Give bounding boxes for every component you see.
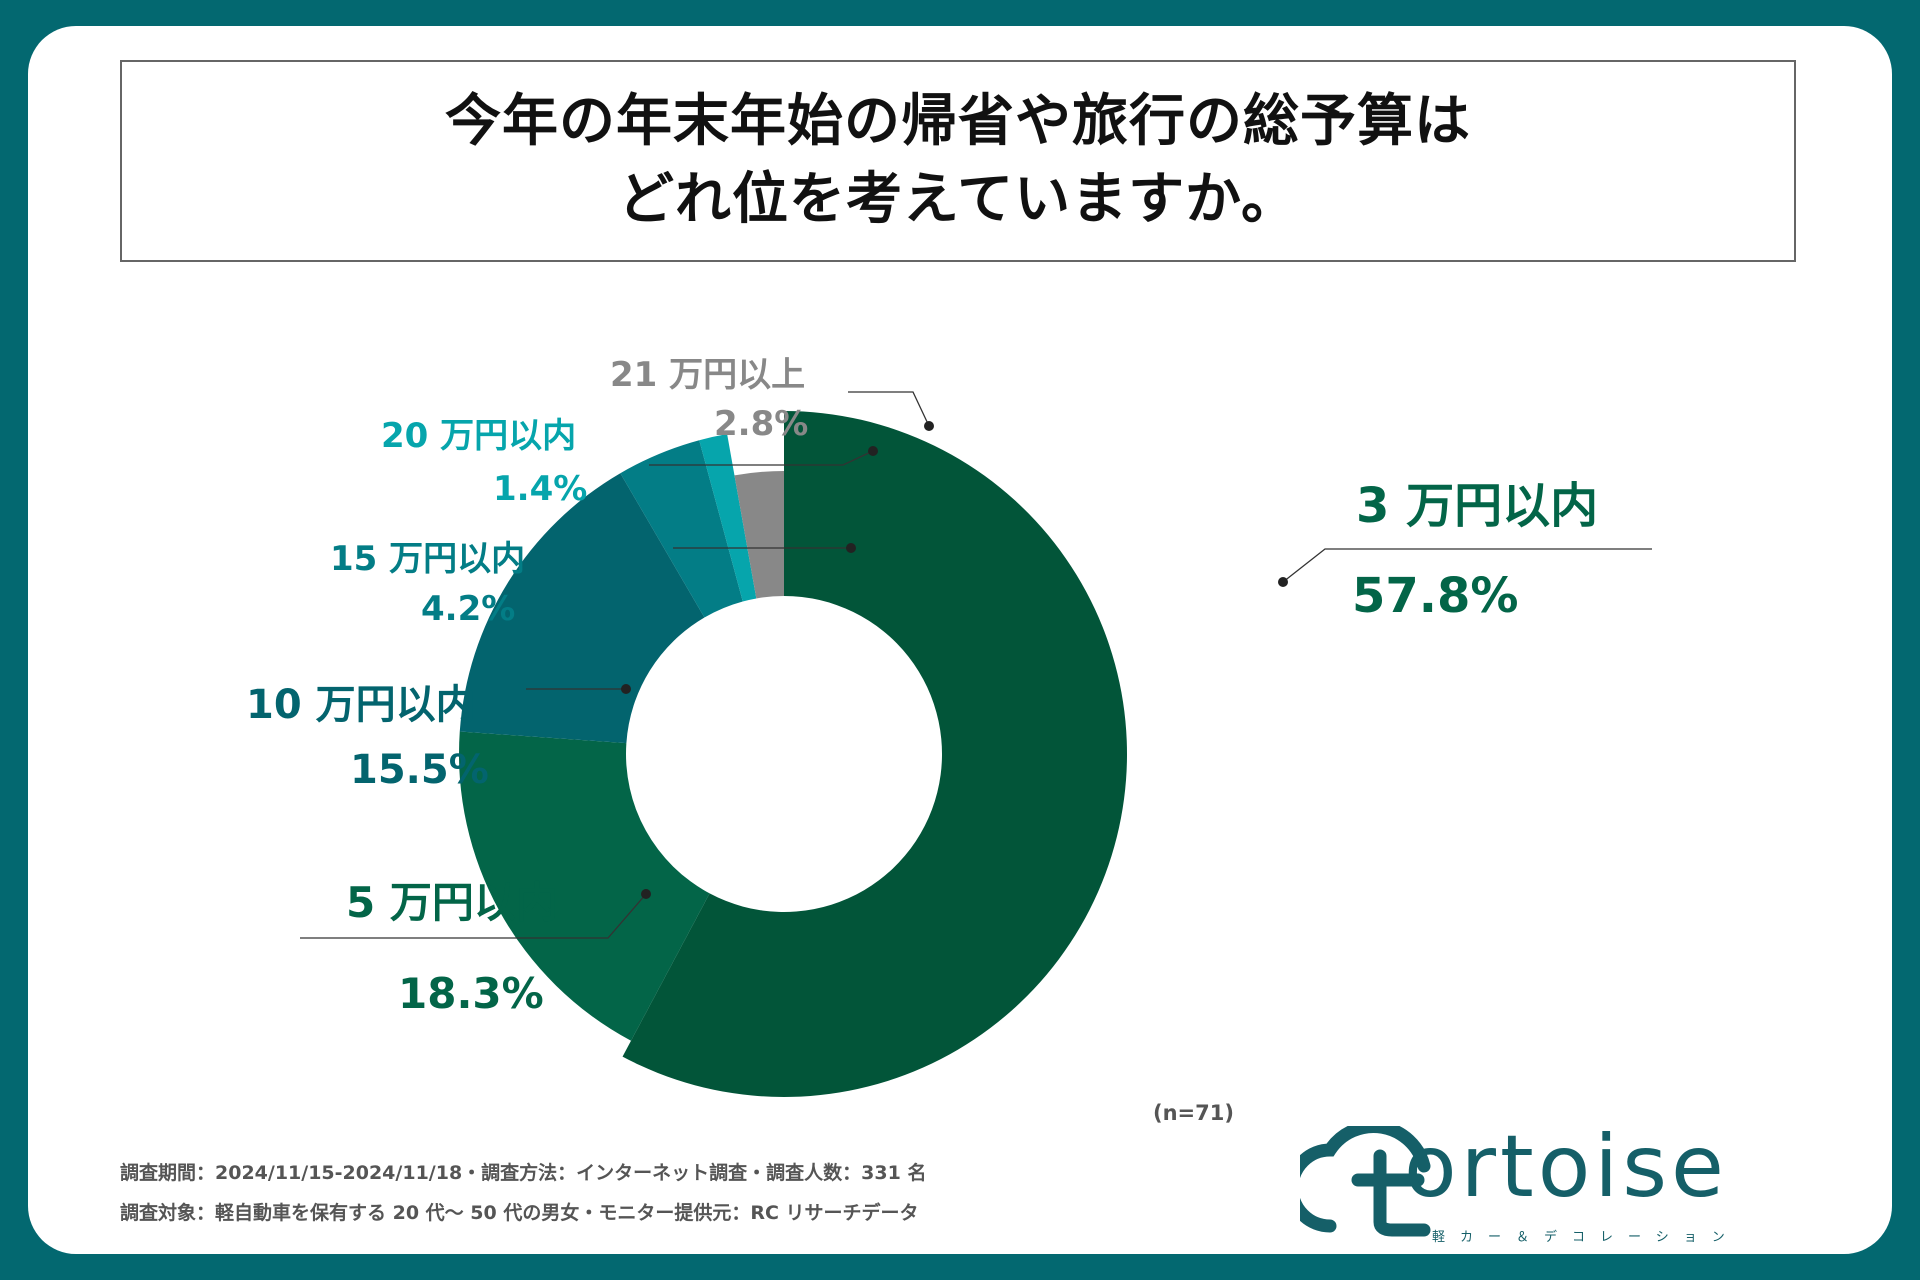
donut-chart: 3 万円以内 57.8% 5 万円以内 18.3% 10 万円以内 15.5% … [246, 355, 1652, 1125]
slice-5 [734, 471, 784, 599]
value-slice-2: 15.5% [350, 747, 489, 793]
label-slice-4: 20 万円以内 [381, 416, 576, 456]
footnote-survey-target: 調査対象：軽自動車を保有する 20 代〜 50 代の男女・モニター提供元：RC … [120, 1202, 919, 1224]
label-slice-3: 15 万円以内 [330, 539, 525, 579]
slice-1 [459, 731, 710, 1041]
card: 今年の年末年始の帰省や旅行の総予算は どれ位を考えていますか。 3 万円以内 5… [28, 26, 1892, 1254]
label-slice-1: 5 万円以内 [346, 878, 558, 927]
title-line-1: 今年の年末年始の帰省や旅行の総予算は [445, 89, 1471, 154]
sample-size: (n=71) [1153, 1101, 1234, 1125]
value-slice-0: 57.8% [1352, 568, 1519, 624]
title-box: 今年の年末年始の帰省や旅行の総予算は どれ位を考えていますか。 [120, 60, 1796, 262]
leader-dot-4 [868, 446, 878, 456]
logo-wordmark: ortoise [1404, 1117, 1728, 1217]
leader-dot-0 [1278, 577, 1288, 587]
label-slice-2: 10 万円以内 [246, 682, 476, 728]
leader-line-4 [649, 450, 874, 466]
label-slice-5: 21 万円以上 [610, 355, 805, 395]
value-slice-4: 1.4% [493, 469, 587, 509]
leader-line-5 [848, 391, 930, 427]
slice-2 [459, 473, 705, 744]
leader-dot-2 [621, 684, 631, 694]
leader-line-1 [300, 893, 647, 939]
footnote-survey-period: 調査期間：2024/11/15-2024/11/18・調査方法：インターネット調… [120, 1162, 927, 1184]
slice-0 [622, 411, 1127, 1097]
logo-subtitle: 軽カー＆デコレーション [1432, 1230, 1740, 1245]
leader-line-0 [1282, 548, 1652, 583]
logo-icon [1300, 1126, 1431, 1237]
value-slice-3: 4.2% [421, 589, 515, 629]
slice-4 [699, 434, 757, 602]
title-line-2: どれ位を考えていますか。 [617, 167, 1299, 232]
value-slice-5: 2.8% [714, 404, 808, 444]
leader-dot-1 [641, 889, 651, 899]
value-slice-1: 18.3% [398, 969, 544, 1018]
slice-3 [620, 440, 743, 618]
label-slice-0: 3 万円以内 [1356, 478, 1598, 534]
leader-dot-5 [924, 421, 934, 431]
leader-dot-3 [846, 543, 856, 553]
